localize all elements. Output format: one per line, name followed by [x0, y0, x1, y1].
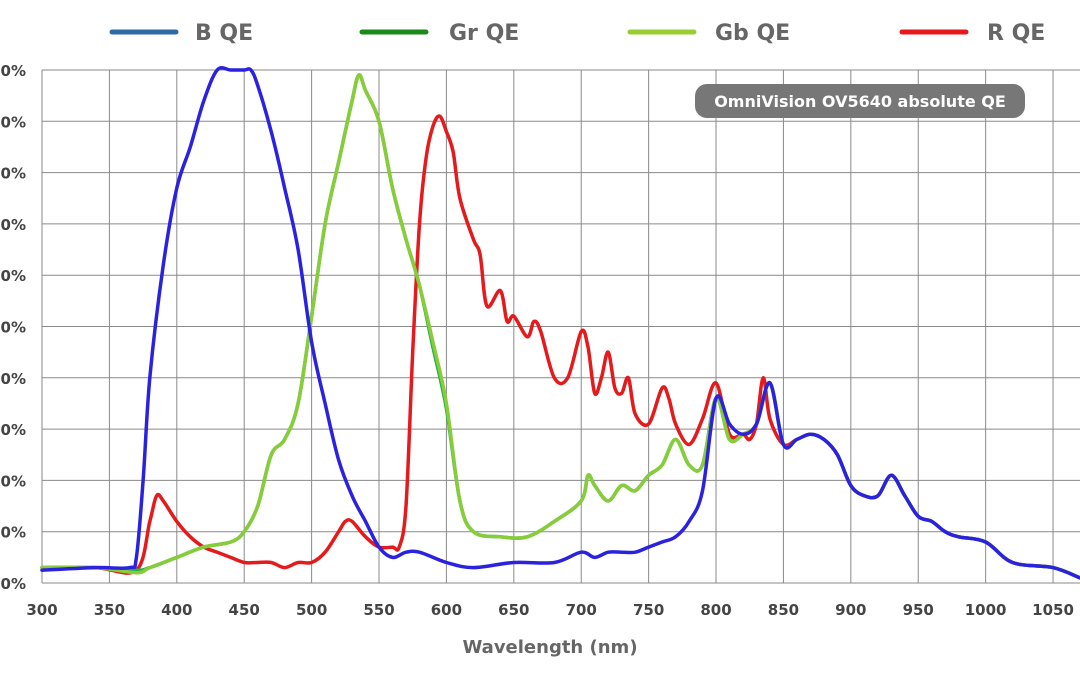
series-line-b-qe	[40, 66, 1080, 580]
y-tick-label: 80%	[0, 165, 26, 183]
y-tick-label: 30%	[0, 421, 26, 439]
legend-label-b-qe: B QE	[195, 21, 253, 46]
y-tick-label: 100%	[0, 62, 26, 80]
annotation-badge: OmniVision OV5640 absolute QE	[695, 84, 1025, 118]
x-tick-label: 650	[498, 601, 529, 619]
legend: B QE Gr QE Gb QE R QE	[109, 21, 1045, 46]
x-tick-label: 1000	[965, 601, 1007, 619]
x-tick-label: 400	[161, 601, 192, 619]
legend-label-gb-qe: Gb QE	[715, 21, 790, 46]
y-tick-label: 70%	[0, 216, 26, 234]
x-tick-label: 550	[363, 601, 394, 619]
x-tick-label: 1050	[1032, 601, 1074, 619]
x-axis-title: Wavelength (nm)	[462, 637, 637, 658]
x-tick-label: 750	[633, 601, 664, 619]
y-tick-label: 0%	[1, 575, 26, 593]
x-tick-label: 850	[768, 601, 799, 619]
y-tick-label: 10%	[0, 524, 26, 542]
annotation-box	[695, 84, 1025, 118]
x-tick-label: 900	[835, 601, 866, 619]
x-tick-label: 300	[26, 601, 57, 619]
y-tick-label: 90%	[0, 113, 26, 131]
x-tick-label: 450	[229, 601, 260, 619]
gridlines	[41, 69, 1080, 584]
legend-label-gr-qe: Gr QE	[449, 21, 519, 46]
x-tick-label: 700	[566, 601, 597, 619]
tick-labels: 300 350 400 450 500 550 600 650 700 750 800 850 900 9…	[0, 62, 1074, 619]
x-tick-label: 800	[700, 601, 731, 619]
x-tick-label: 600	[431, 601, 462, 619]
y-tick-label: 40%	[0, 370, 26, 388]
y-tick-label: 50%	[0, 319, 26, 337]
y-tick-label: 20%	[0, 472, 26, 490]
series-lines	[40, 66, 1080, 580]
y-tick-label: 60%	[0, 267, 26, 285]
legend-label-r-qe: R QE	[987, 21, 1045, 46]
series-line-r-qe	[40, 114, 1080, 580]
annotation-text: OmniVision OV5640 absolute QE	[714, 92, 1006, 111]
x-tick-label: 950	[903, 601, 934, 619]
x-tick-label: 350	[94, 601, 125, 619]
x-tick-label: 500	[296, 601, 327, 619]
